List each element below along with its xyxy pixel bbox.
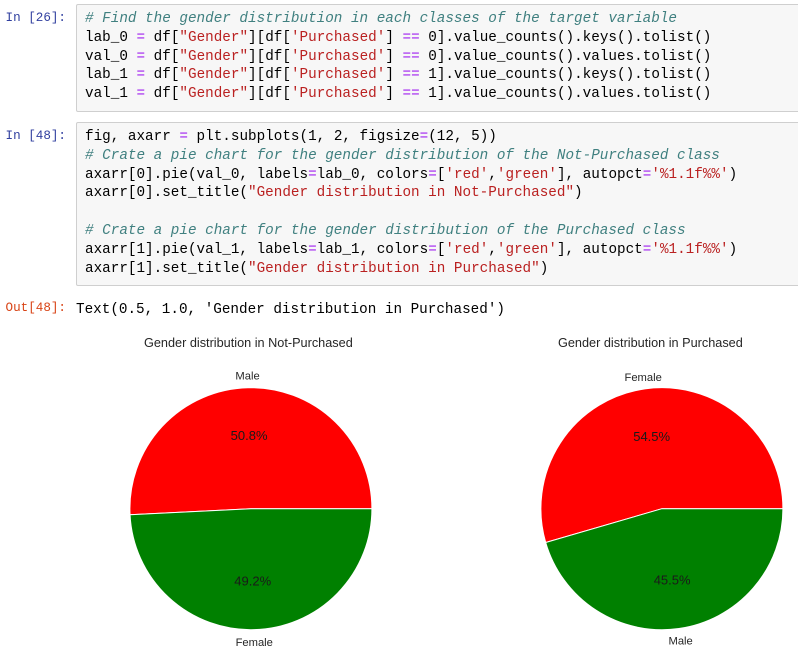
svg-text:50.8%: 50.8% <box>231 428 268 443</box>
svg-text:45.5%: 45.5% <box>654 573 691 588</box>
svg-text:54.5%: 54.5% <box>633 429 670 444</box>
svg-text:Female: Female <box>624 372 661 384</box>
svg-text:Male: Male <box>669 636 693 648</box>
svg-text:Female: Female <box>236 637 273 649</box>
svg-text:Male: Male <box>235 371 259 383</box>
svg-text:49.2%: 49.2% <box>234 573 271 588</box>
